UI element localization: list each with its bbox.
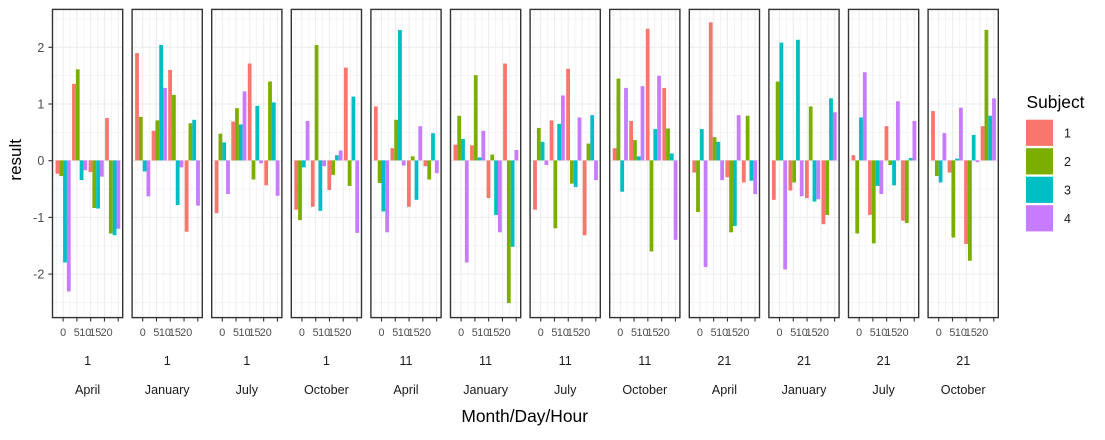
svg-text:10: 10 (159, 327, 171, 339)
svg-text:-2: -2 (33, 268, 44, 282)
svg-text:20: 20 (578, 327, 590, 339)
svg-text:5: 5 (949, 327, 955, 339)
svg-text:15: 15 (328, 327, 340, 339)
svg-text:1: 1 (84, 354, 91, 368)
svg-text:11: 11 (399, 354, 412, 368)
svg-text:Month/Day/Hour: Month/Day/Hour (461, 406, 588, 426)
svg-text:July: July (236, 383, 259, 397)
svg-text:1: 1 (1064, 126, 1071, 140)
svg-text:1: 1 (37, 98, 44, 112)
svg-text:10: 10 (238, 327, 250, 339)
svg-text:0: 0 (378, 327, 384, 339)
svg-text:15: 15 (89, 327, 101, 339)
svg-text:5: 5 (551, 327, 557, 339)
svg-text:0: 0 (538, 327, 544, 339)
svg-text:20: 20 (897, 327, 909, 339)
svg-text:5: 5 (870, 327, 876, 339)
svg-text:0: 0 (776, 327, 782, 339)
svg-text:20: 20 (180, 327, 192, 339)
svg-text:0: 0 (697, 327, 703, 339)
svg-text:21: 21 (877, 354, 891, 368)
svg-text:10: 10 (796, 327, 808, 339)
svg-text:April: April (712, 383, 737, 397)
svg-text:10: 10 (875, 327, 887, 339)
svg-text:5: 5 (313, 327, 319, 339)
svg-text:10: 10 (318, 327, 330, 339)
svg-text:11: 11 (638, 354, 651, 368)
svg-text:October: October (941, 383, 986, 397)
svg-text:5: 5 (74, 327, 80, 339)
svg-text:result: result (6, 139, 25, 181)
svg-text:0: 0 (458, 327, 464, 339)
svg-text:January: January (145, 383, 191, 397)
svg-text:2: 2 (1064, 155, 1071, 169)
svg-text:5: 5 (631, 327, 637, 339)
svg-text:5: 5 (233, 327, 239, 339)
svg-text:5: 5 (472, 327, 478, 339)
svg-text:10: 10 (716, 327, 728, 339)
svg-text:3: 3 (1064, 183, 1071, 197)
svg-text:20: 20 (737, 327, 749, 339)
svg-text:15: 15 (567, 327, 579, 339)
svg-text:15: 15 (487, 327, 499, 339)
svg-text:11: 11 (559, 354, 572, 368)
svg-text:15: 15 (169, 327, 181, 339)
svg-text:21: 21 (797, 354, 811, 368)
svg-text:15: 15 (408, 327, 420, 339)
svg-text:20: 20 (658, 327, 670, 339)
svg-text:10: 10 (398, 327, 410, 339)
svg-text:1: 1 (323, 354, 330, 368)
svg-text:15: 15 (806, 327, 818, 339)
svg-text:0: 0 (856, 327, 862, 339)
svg-text:-1: -1 (33, 211, 44, 225)
svg-text:July: July (554, 383, 577, 397)
svg-text:15: 15 (646, 327, 658, 339)
svg-text:20: 20 (817, 327, 829, 339)
svg-text:0: 0 (37, 154, 44, 168)
svg-text:October: October (304, 383, 349, 397)
svg-text:1: 1 (164, 354, 171, 368)
svg-text:20: 20 (260, 327, 272, 339)
svg-text:5: 5 (711, 327, 717, 339)
svg-text:4: 4 (1064, 212, 1071, 226)
svg-text:0: 0 (299, 327, 305, 339)
svg-text:5: 5 (790, 327, 796, 339)
svg-text:1: 1 (243, 354, 250, 368)
svg-text:Subject: Subject (1027, 92, 1085, 112)
svg-text:20: 20 (976, 327, 988, 339)
svg-text:20: 20 (499, 327, 511, 339)
svg-text:January: January (782, 383, 828, 397)
svg-text:15: 15 (885, 327, 897, 339)
svg-text:January: January (463, 383, 509, 397)
svg-text:15: 15 (248, 327, 260, 339)
svg-text:10: 10 (557, 327, 569, 339)
svg-text:0: 0 (617, 327, 623, 339)
svg-text:0: 0 (60, 327, 66, 339)
svg-text:21: 21 (717, 354, 731, 368)
svg-text:10: 10 (955, 327, 967, 339)
svg-text:5: 5 (392, 327, 398, 339)
svg-text:0: 0 (140, 327, 146, 339)
svg-text:April: April (393, 383, 418, 397)
svg-text:15: 15 (965, 327, 977, 339)
svg-text:July: July (872, 383, 895, 397)
svg-text:2: 2 (37, 41, 44, 55)
svg-text:October: October (622, 383, 667, 397)
svg-text:21: 21 (956, 354, 970, 368)
svg-text:10: 10 (79, 327, 91, 339)
svg-text:20: 20 (101, 327, 113, 339)
svg-text:0: 0 (219, 327, 225, 339)
svg-text:15: 15 (726, 327, 738, 339)
svg-text:April: April (75, 383, 100, 397)
svg-text:5: 5 (153, 327, 159, 339)
svg-text:11: 11 (479, 354, 492, 368)
svg-text:0: 0 (936, 327, 942, 339)
svg-text:10: 10 (477, 327, 489, 339)
svg-text:20: 20 (339, 327, 351, 339)
svg-text:10: 10 (636, 327, 648, 339)
svg-text:20: 20 (419, 327, 431, 339)
